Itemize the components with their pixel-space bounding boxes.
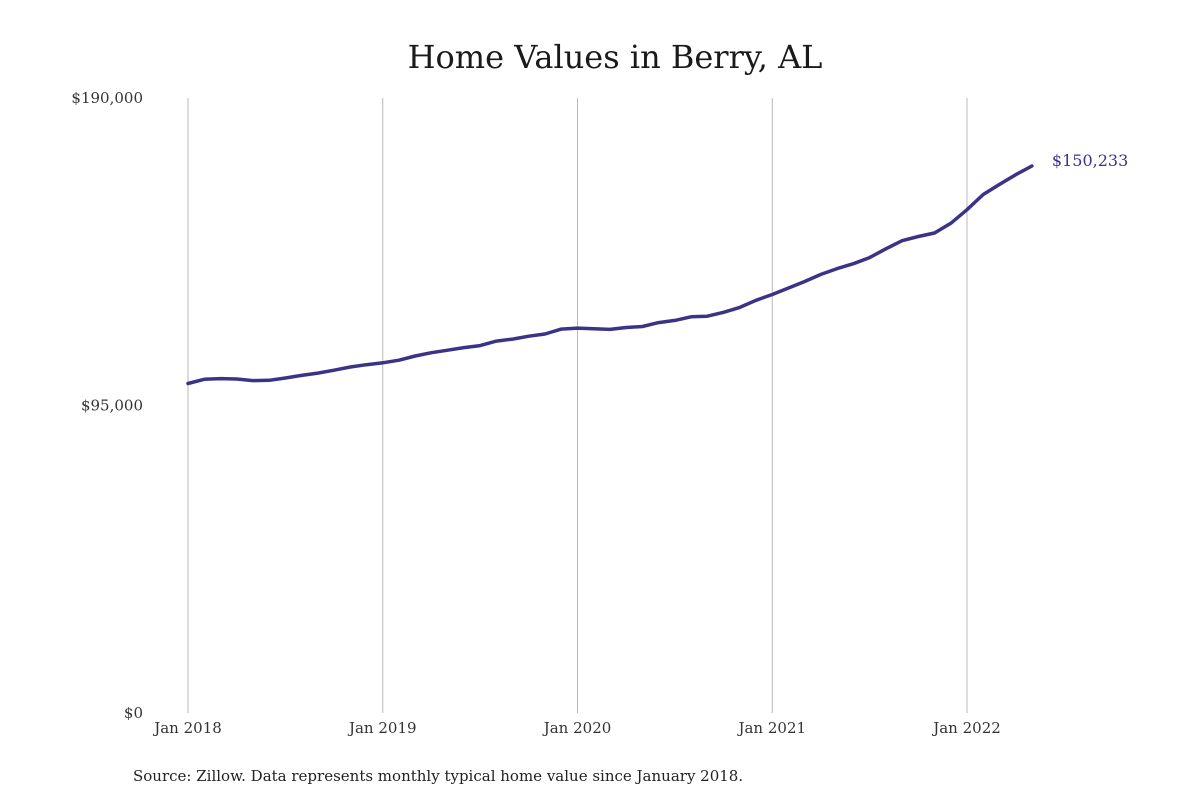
series-line bbox=[186, 164, 1034, 386]
grid-lines bbox=[187, 98, 968, 713]
y-tick-label: $190,000 bbox=[71, 89, 143, 107]
x-tick-label: Jan 2021 bbox=[736, 719, 806, 737]
x-tick-label: Jan 2018 bbox=[152, 719, 222, 737]
end-value-label: $150,233 bbox=[1052, 151, 1128, 170]
x-tick-label: Jan 2020 bbox=[542, 719, 612, 737]
x-tick-label: Jan 2019 bbox=[347, 719, 417, 737]
y-axis-ticks: $0 $95,000 $190,000 bbox=[71, 89, 143, 722]
source-note: Source: Zillow. Data represents monthly … bbox=[133, 767, 743, 785]
x-axis-ticks: Jan 2018 Jan 2019 Jan 2020 Jan 2021 Jan 2022 bbox=[152, 719, 1001, 737]
y-tick-label: $95,000 bbox=[81, 397, 143, 415]
y-tick-label: $0 bbox=[124, 704, 143, 722]
x-tick-label: Jan 2022 bbox=[931, 719, 1001, 737]
chart-title: Home Values in Berry, AL bbox=[408, 38, 823, 76]
